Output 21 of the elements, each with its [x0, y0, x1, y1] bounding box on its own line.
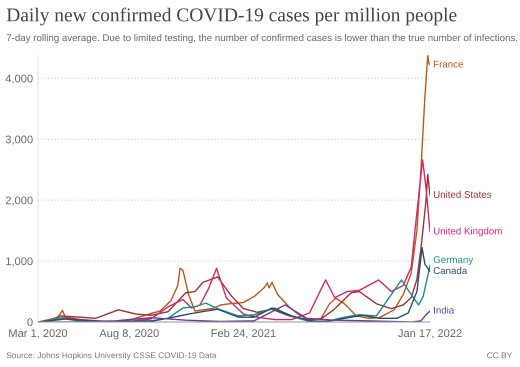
x-tick-label: Jan 17, 2022 — [398, 329, 462, 338]
series-label: United States — [434, 190, 492, 198]
chart-title: Daily new confirmed COVID-19 cases per million people — [6, 8, 456, 26]
line-series — [38, 55, 430, 322]
x-tick-label: Mar 1, 2020 — [9, 329, 68, 338]
chart-subtitle: 7-day rolling average. Due to limited testing, the number of confirmed cases is lower than the true number of infections. — [6, 34, 518, 44]
series-label: France — [434, 60, 464, 68]
y-tick-label: 3,000 — [6, 136, 33, 145]
y-tick-label: 0 — [27, 318, 33, 326]
x-tick-label: Feb 24, 2021 — [212, 328, 276, 338]
series-label: India — [434, 306, 454, 314]
text: CC BY — [487, 352, 512, 358]
source-note: Source: Johns Hopkins University CSSE COVID-19 Data — [6, 352, 217, 360]
y-tick-label: 2,000 — [6, 196, 33, 206]
x-tick-label: Aug 8, 2020 — [99, 329, 159, 340]
series-label: United Kingdom — [434, 227, 502, 236]
series-label: Germany — [434, 256, 474, 265]
y-tick-label: 1,000 — [6, 257, 33, 267]
y-tick-label: 4,000 — [6, 74, 33, 84]
line-series — [38, 246, 430, 322]
series-label: Canada — [434, 266, 468, 274]
